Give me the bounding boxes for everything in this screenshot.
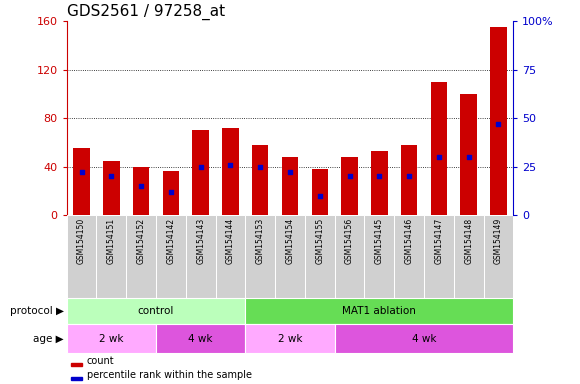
FancyBboxPatch shape xyxy=(275,215,305,298)
FancyBboxPatch shape xyxy=(67,215,96,298)
FancyBboxPatch shape xyxy=(424,215,454,298)
Bar xyxy=(163,171,179,215)
Point xyxy=(345,173,354,179)
Point xyxy=(166,189,176,195)
FancyBboxPatch shape xyxy=(245,324,335,353)
Point xyxy=(285,169,295,175)
Point xyxy=(196,164,205,170)
Text: 4 wk: 4 wk xyxy=(188,334,213,344)
Bar xyxy=(311,169,328,215)
Bar xyxy=(71,363,82,366)
Bar xyxy=(371,151,387,215)
FancyBboxPatch shape xyxy=(186,215,216,298)
Bar xyxy=(71,377,82,380)
FancyBboxPatch shape xyxy=(394,215,424,298)
Bar xyxy=(222,128,238,215)
FancyBboxPatch shape xyxy=(67,324,156,353)
Point xyxy=(434,154,444,160)
Bar xyxy=(282,157,298,215)
Text: GSM154143: GSM154143 xyxy=(196,217,205,264)
Text: GSM154156: GSM154156 xyxy=(345,217,354,264)
Text: 2 wk: 2 wk xyxy=(99,334,124,344)
Bar xyxy=(461,94,477,215)
Point xyxy=(107,173,116,179)
FancyBboxPatch shape xyxy=(245,215,275,298)
Text: protocol ▶: protocol ▶ xyxy=(10,306,64,316)
Point xyxy=(136,183,146,189)
FancyBboxPatch shape xyxy=(245,298,513,324)
Bar xyxy=(133,167,149,215)
Text: 4 wk: 4 wk xyxy=(412,334,436,344)
FancyBboxPatch shape xyxy=(335,324,513,353)
Text: age ▶: age ▶ xyxy=(33,334,64,344)
Text: GDS2561 / 97258_at: GDS2561 / 97258_at xyxy=(67,3,225,20)
Bar xyxy=(401,145,417,215)
Bar xyxy=(431,82,447,215)
Text: GSM154146: GSM154146 xyxy=(405,217,414,264)
Text: GSM154154: GSM154154 xyxy=(285,217,295,264)
Text: GSM154151: GSM154151 xyxy=(107,217,116,264)
FancyBboxPatch shape xyxy=(335,215,364,298)
Point xyxy=(77,169,86,175)
Bar xyxy=(252,145,269,215)
Text: percentile rank within the sample: percentile rank within the sample xyxy=(87,371,252,381)
Text: MAT1 ablation: MAT1 ablation xyxy=(342,306,416,316)
Text: GSM154144: GSM154144 xyxy=(226,217,235,264)
Bar xyxy=(342,157,358,215)
Bar xyxy=(193,130,209,215)
Text: GSM154150: GSM154150 xyxy=(77,217,86,264)
FancyBboxPatch shape xyxy=(156,215,186,298)
Text: GSM154147: GSM154147 xyxy=(434,217,443,264)
Text: GSM154142: GSM154142 xyxy=(166,217,175,264)
Point xyxy=(494,121,503,127)
Text: GSM154152: GSM154152 xyxy=(137,217,146,264)
FancyBboxPatch shape xyxy=(484,215,513,298)
FancyBboxPatch shape xyxy=(96,215,126,298)
Text: GSM154148: GSM154148 xyxy=(464,217,473,264)
FancyBboxPatch shape xyxy=(305,215,335,298)
FancyBboxPatch shape xyxy=(454,215,484,298)
Point xyxy=(375,173,384,179)
FancyBboxPatch shape xyxy=(364,215,394,298)
Text: GSM154145: GSM154145 xyxy=(375,217,384,264)
FancyBboxPatch shape xyxy=(156,324,245,353)
FancyBboxPatch shape xyxy=(126,215,156,298)
Text: GSM154155: GSM154155 xyxy=(316,217,324,264)
Point xyxy=(256,164,265,170)
Bar xyxy=(490,27,506,215)
Bar xyxy=(103,161,119,215)
Text: control: control xyxy=(138,306,174,316)
Point xyxy=(226,162,235,168)
FancyBboxPatch shape xyxy=(216,215,245,298)
Point xyxy=(404,173,414,179)
Text: count: count xyxy=(87,356,114,366)
Text: 2 wk: 2 wk xyxy=(278,334,302,344)
Text: GSM154153: GSM154153 xyxy=(256,217,264,264)
Point xyxy=(464,154,473,160)
FancyBboxPatch shape xyxy=(67,298,245,324)
Bar xyxy=(74,148,90,215)
Text: GSM154149: GSM154149 xyxy=(494,217,503,264)
Point xyxy=(315,193,324,199)
